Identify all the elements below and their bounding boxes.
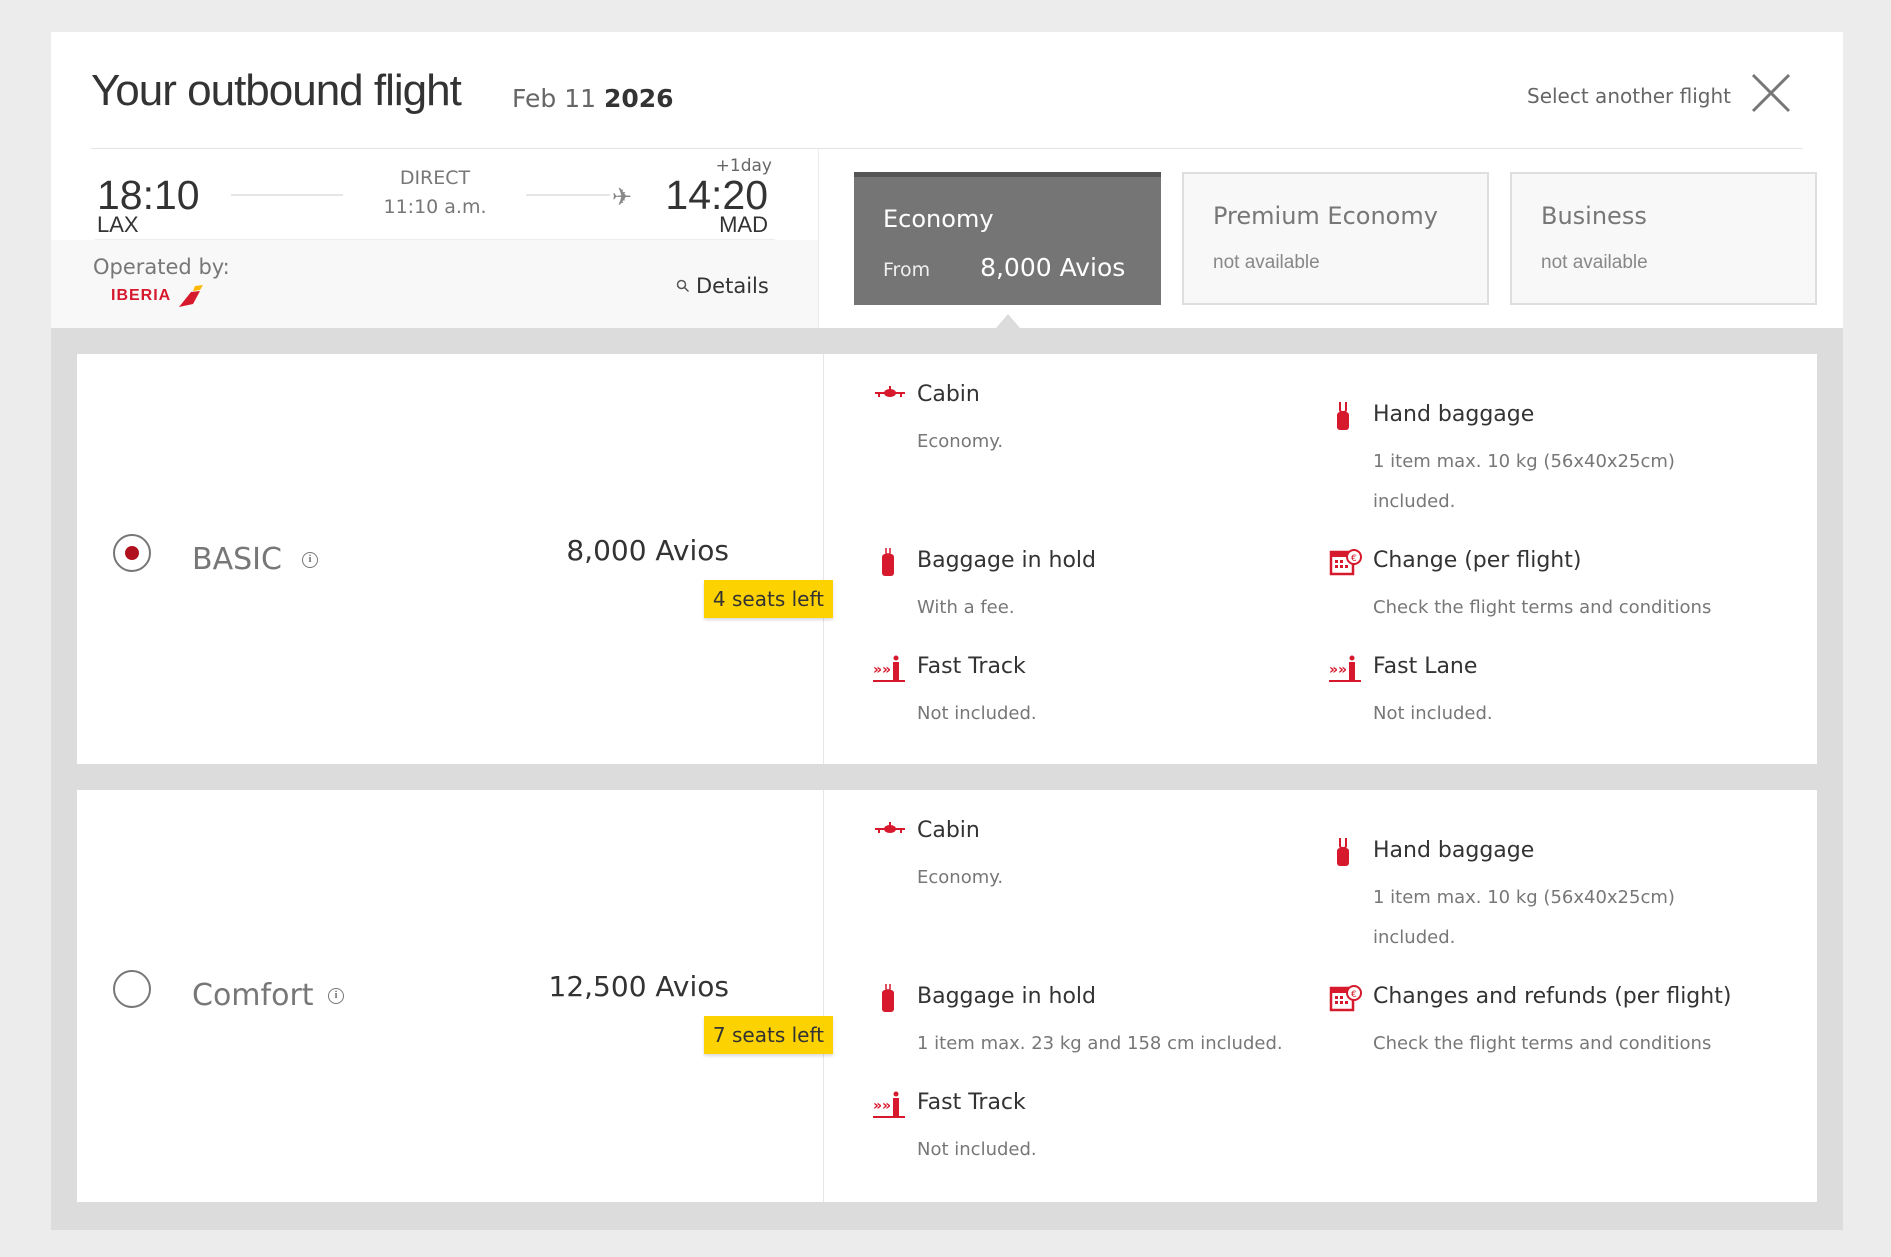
change-calendar-icon: €	[1329, 985, 1362, 1012]
terms-link[interactable]: Check the flight terms and conditions	[1373, 1033, 1712, 1054]
cabin-name: Economy	[883, 205, 994, 233]
svg-text:€: €	[1351, 990, 1357, 1000]
iberia-wing-icon	[179, 285, 204, 307]
svg-text:»»: »»	[873, 662, 891, 678]
arrival-time: 14:20	[665, 172, 768, 218]
feature-desc: With a fee.	[917, 597, 1015, 618]
feature-title: Baggage in hold	[917, 984, 1097, 1009]
fast-track-icon: »»	[873, 1091, 905, 1118]
feature-desc: Not included.	[917, 1139, 1037, 1160]
plane-icon	[875, 386, 905, 397]
departure-airport: LAX	[97, 212, 139, 237]
feature-desc: Not included.	[1373, 703, 1493, 724]
divider	[95, 239, 775, 240]
operated-by-label: Operated by:	[93, 255, 230, 279]
feature-title: Changes and refunds (per flight)	[1373, 984, 1732, 1009]
fare-summary: BASIC i 8,000 Avios 4 seats left	[77, 354, 833, 764]
airline-name: IBERIA	[111, 287, 172, 304]
feature-title: Fast Track	[917, 1090, 1026, 1115]
hold-baggage-icon	[882, 984, 894, 1012]
page-title: Your outbound flight	[91, 66, 462, 115]
header-divider	[91, 148, 1803, 149]
svg-text:»»: »»	[1329, 662, 1347, 678]
fare-price: 12,500 Avios	[548, 970, 729, 1003]
feature-desc: 1 item max. 10 kg (56x40x25cm) included.	[1373, 442, 1675, 522]
selected-cabin-pointer	[996, 314, 1020, 328]
info-icon[interactable]: i	[302, 552, 318, 568]
cabin-name: Business	[1541, 202, 1647, 230]
route-line	[231, 194, 343, 196]
feature-desc: Not included.	[917, 703, 1037, 724]
operated-by-section	[51, 240, 818, 328]
fare-card-basic: BASIC i 8,000 Avios 4 seats left Cabin E…	[77, 354, 1817, 764]
feature-desc-line: 1 item max. 10 kg (56x40x25cm)	[1373, 887, 1675, 908]
terms-link[interactable]: Check the flight terms and conditions	[1373, 597, 1712, 618]
hold-baggage-icon	[882, 548, 894, 576]
cabin-tab-business[interactable]: Business not available	[1510, 172, 1817, 305]
from-label: From	[883, 259, 931, 281]
feature-title: Cabin	[917, 818, 980, 843]
cabin-status: not available	[1541, 252, 1648, 273]
cabin-tab-premium-economy[interactable]: Premium Economy not available	[1182, 172, 1489, 305]
svg-text:»»: »»	[873, 1098, 891, 1114]
cabin-tab-economy[interactable]: Economy From 8,000 Avios	[854, 172, 1161, 305]
arrival-day-offset: +1day	[715, 156, 772, 176]
feature-title: Cabin	[917, 382, 980, 407]
stops-label: DIRECT	[399, 167, 471, 189]
seats-left-badge: 7 seats left	[703, 1016, 833, 1054]
feature-title: Change (per flight)	[1373, 548, 1582, 573]
departure-time: 18:10	[97, 172, 200, 218]
fare-card-comfort: Comfort i 12,500 Avios 7 seats left Cabi…	[77, 790, 1817, 1202]
fare-price: 8,000 Avios	[566, 534, 729, 567]
cabin-name: Premium Economy	[1213, 202, 1438, 230]
details-label: Details	[696, 274, 769, 298]
close-icon[interactable]	[1750, 72, 1792, 114]
info-icon[interactable]: i	[328, 988, 344, 1004]
airplane-icon: ✈	[612, 183, 633, 211]
fast-track-icon: »»	[873, 655, 905, 682]
plane-icon	[875, 822, 905, 833]
date-month-day: Feb 11	[512, 84, 597, 113]
fare-name: Comfort	[192, 978, 314, 1013]
date-year: 2026	[603, 84, 674, 113]
iberia-logo: IBERIA	[111, 284, 205, 308]
arrival-airport: MAD	[719, 212, 768, 237]
vertical-divider	[818, 149, 819, 328]
seats-left-badge: 4 seats left	[703, 580, 833, 618]
cabin-price: 8,000 Avios	[980, 253, 1126, 282]
details-link[interactable]: Details	[676, 274, 769, 298]
feature-desc: Economy.	[917, 431, 1004, 452]
feature-title: Hand baggage	[1373, 402, 1535, 427]
cabin-status: not available	[1213, 252, 1320, 273]
select-another-flight-link[interactable]: Select another flight	[1527, 84, 1731, 108]
flight-date: Feb 11 2026	[512, 84, 674, 113]
hand-baggage-icon	[1337, 838, 1349, 866]
feature-desc-line: 1 item max. 10 kg (56x40x25cm)	[1373, 451, 1675, 472]
feature-desc-line: included.	[1373, 491, 1456, 512]
fast-lane-icon: »»	[1329, 655, 1361, 682]
feature-desc: Economy.	[917, 867, 1004, 888]
feature-desc: 1 item max. 10 kg (56x40x25cm) included.	[1373, 878, 1675, 958]
feature-title: Fast Track	[917, 654, 1026, 679]
fare-radio-basic[interactable]	[113, 534, 151, 572]
feature-title: Baggage in hold	[917, 548, 1097, 573]
feature-desc-line: included.	[1373, 927, 1456, 948]
svg-text:€: €	[1351, 554, 1357, 564]
flight-duration: 11:10 a.m.	[383, 196, 487, 218]
feature-desc: 1 item max. 23 kg and 158 cm included.	[917, 1033, 1283, 1054]
search-icon	[676, 279, 690, 293]
change-calendar-icon: €	[1329, 549, 1362, 576]
feature-title: Hand baggage	[1373, 838, 1535, 863]
fare-radio-comfort[interactable]	[113, 970, 151, 1008]
fare-summary: Comfort i 12,500 Avios 7 seats left	[77, 790, 833, 1202]
feature-title: Fast Lane	[1373, 654, 1478, 679]
route-line	[526, 194, 610, 196]
fare-name: BASIC	[192, 542, 282, 577]
radio-selected-dot	[125, 546, 139, 560]
hand-baggage-icon	[1337, 402, 1349, 430]
